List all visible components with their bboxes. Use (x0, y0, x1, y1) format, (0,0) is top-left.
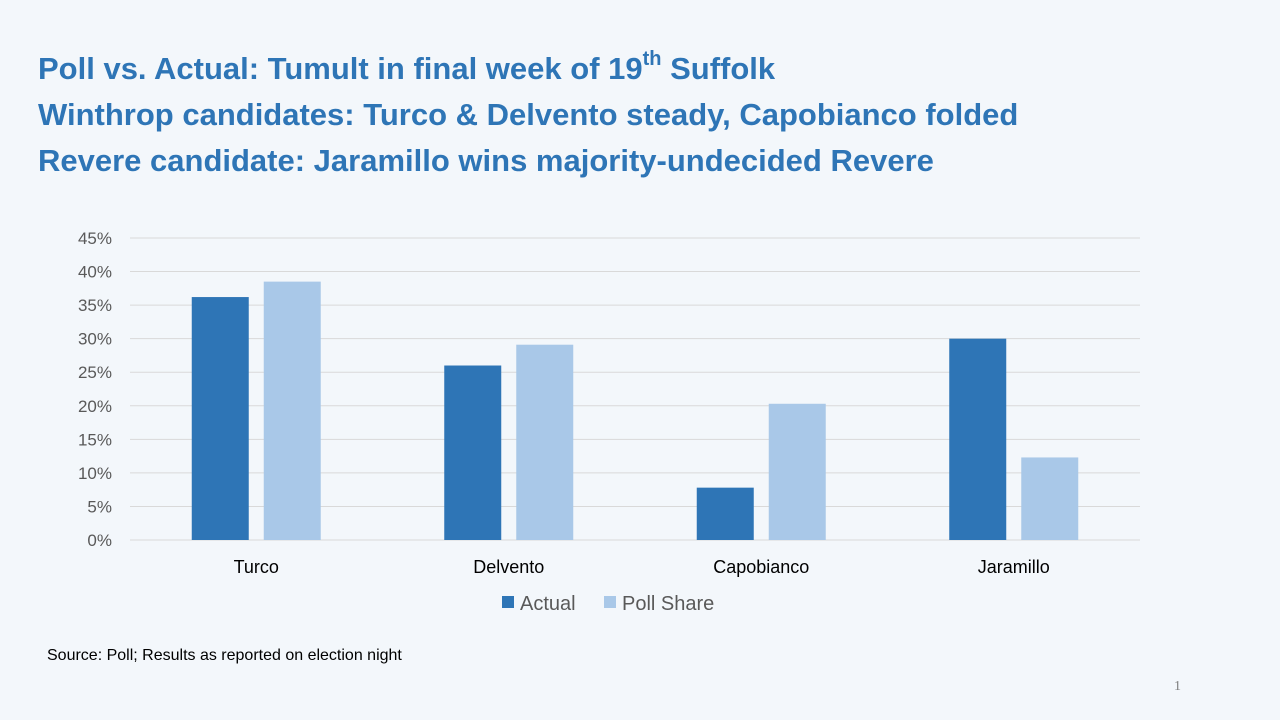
bar-poll-share (768, 403, 826, 540)
bar-actual (949, 338, 1007, 540)
x-tick-label: Jaramillo (978, 557, 1050, 577)
title-line-1-main: Poll vs. Actual: Tumult in final week of… (38, 51, 643, 86)
title-line-2: Winthrop candidates: Turco & Delvento st… (38, 97, 1019, 132)
page-number: 1 (1174, 679, 1181, 694)
y-tick-label: 45% (78, 229, 112, 248)
y-tick-label: 15% (78, 430, 112, 449)
source-note: Source: Poll; Results as reported on ele… (47, 647, 402, 664)
legend-label: Actual (520, 593, 576, 615)
title-line-1: Poll vs. Actual: Tumult in final week of… (38, 46, 1238, 92)
slide-title: Poll vs. Actual: Tumult in final week of… (38, 46, 1238, 184)
y-tick-label: 5% (87, 497, 112, 516)
bar-poll-share (516, 344, 574, 540)
x-tick-label: Capobianco (713, 557, 809, 577)
y-tick-label: 0% (87, 531, 112, 550)
legend-swatch (604, 596, 616, 608)
bar-actual (696, 487, 754, 540)
bar-actual (444, 365, 502, 540)
bar-poll-share (1021, 457, 1079, 540)
legend-label: Poll Share (622, 593, 714, 615)
title-line-3: Revere candidate: Jaramillo wins majorit… (38, 143, 934, 178)
y-tick-label: 40% (78, 263, 112, 282)
legend: Actual Poll Share (502, 593, 714, 615)
y-axis-ticks: 0% 5% 10% 15% 20% 25% 30% 35% 40% 45% (78, 229, 112, 550)
y-tick-label: 10% (78, 464, 112, 483)
y-tick-label: 25% (78, 363, 112, 382)
y-tick-label: 20% (78, 397, 112, 416)
title-superscript: th (642, 48, 662, 70)
title-line-1-end: Suffolk (661, 51, 776, 86)
x-tick-label: Turco (234, 557, 279, 577)
y-tick-label: 35% (78, 296, 112, 315)
x-tick-label: Delvento (473, 557, 544, 577)
x-axis-labels: Turco Delvento Capobianco Jaramillo (234, 557, 1050, 577)
y-tick-label: 30% (78, 330, 112, 349)
bar-poll-share (263, 281, 321, 540)
legend-swatch (502, 596, 514, 608)
bar-actual (191, 297, 249, 540)
bars (191, 281, 1079, 540)
